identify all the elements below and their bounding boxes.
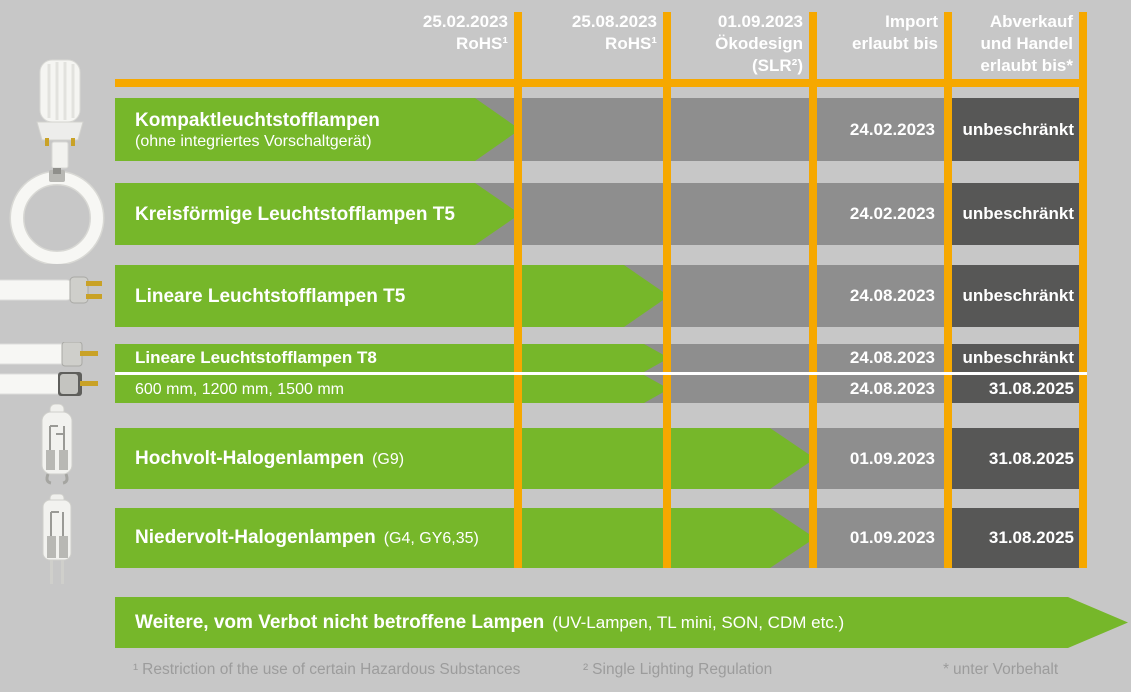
footnote-text: unter Vorbehalt: [953, 661, 1059, 678]
import-until-value: 01.09.2023: [849, 448, 935, 468]
column-header-rohs-feb: 25.02.2023 RoHS¹: [423, 11, 508, 55]
column-header-line: 25.08.2023: [571, 12, 657, 31]
timeline-bar-hochvolt-halogen: Hochvolt-Halogenlampen (G9): [115, 428, 815, 489]
gridline-25-02-2023: [514, 12, 522, 568]
compact-fluorescent-lamp-icon: [25, 58, 95, 170]
column-header-line: 25.02.2023: [422, 12, 508, 31]
row-subtitle: (ohne integriertes Vorschaltgerät): [135, 132, 372, 150]
column-header-line: RoHS¹: [605, 34, 657, 53]
column-header-line: Abverkauf: [989, 12, 1073, 31]
gridline-25-08-2023: [663, 12, 671, 568]
column-header-abverkauf: Abverkauf und Handel erlaubt bis*: [980, 11, 1073, 77]
timeline-bar-lineare-t8-sizes: 600 mm, 1200 mm, 1500 mm: [115, 375, 669, 403]
row-title: Hochvolt-Halogenlampen (G9): [135, 447, 815, 471]
footnote-text: Restriction of the use of certain Hazard…: [142, 661, 521, 678]
column-header-line: erlaubt bis*: [980, 56, 1073, 75]
column-header-line: 01.09.2023: [717, 12, 803, 31]
column-header-line: Import: [885, 12, 938, 31]
column-header-import: Import erlaubt bis: [852, 11, 938, 55]
row-title-text: Hochvolt-Halogenlampen: [135, 447, 365, 469]
gridline-sale-column: [1079, 12, 1087, 568]
row-title-suffix: (UV-Lampen, TL mini, SON, CDM etc.): [552, 613, 845, 632]
column-header-oekodesign: 01.09.2023 Ökodesign (SLR²): [715, 11, 803, 77]
column-header-line: (SLR²): [752, 56, 803, 75]
column-header-line: RoHS¹: [456, 34, 508, 53]
column-header-line: und Handel: [980, 34, 1073, 53]
linear-tube-t8-icon: [0, 341, 110, 404]
gridline-import-column: [944, 12, 952, 568]
sale-until-value: 31.08.2025: [948, 508, 1087, 568]
import-until-value: 24.02.2023: [849, 119, 935, 139]
linear-tube-t5-icon: [0, 272, 106, 308]
gridline-01-09-2023: [809, 12, 817, 568]
import-until-value: 01.09.2023: [849, 528, 935, 547]
row-title-text: Niedervolt-Halogenlampen: [135, 527, 376, 548]
timeline-bar-weitere-lampen: Weitere, vom Verbot nicht betroffene Lam…: [115, 597, 1128, 648]
footnote-text: Single Lighting Regulation: [592, 661, 773, 678]
footnote-vorbehalt: * unter Vorbehalt: [943, 661, 1058, 679]
sale-until-value: 31.08.2025: [948, 375, 1087, 403]
circular-fluorescent-lamp-icon: [5, 168, 109, 266]
sale-until-value: unbeschränkt: [948, 98, 1087, 161]
footnote-marker: ²: [583, 661, 589, 678]
sale-until-value: unbeschränkt: [948, 183, 1087, 245]
header-divider-line: [115, 79, 1087, 87]
g9-halogen-capsule-icon: [36, 403, 80, 492]
g4-halogen-capsule-icon: [38, 493, 78, 586]
timeline-bar-lineare-t5: Lineare Leuchtstofflampen T5: [115, 265, 669, 327]
import-until-value: 24.08.2023: [849, 286, 935, 305]
sale-until-value: unbeschränkt: [948, 265, 1087, 327]
footnote-rohs: ¹ Restriction of the use of certain Hazar…: [133, 661, 520, 679]
row-title: Lineare Leuchtstofflampen T8: [135, 348, 377, 367]
sale-until-value: unbeschränkt: [948, 344, 1087, 372]
row-title-suffix: (G4, GY6,35): [383, 530, 479, 547]
row-variant-label: 600 mm, 1200 mm, 1500 mm: [135, 380, 344, 398]
column-header-rohs-aug: 25.08.2023 RoHS¹: [572, 11, 657, 55]
column-header-line: erlaubt bis: [852, 34, 938, 53]
import-until-value: 24.08.2023: [849, 348, 935, 367]
timeline-bar-lineare-t8: Lineare Leuchtstofflampen T8: [115, 344, 669, 372]
row-title: Weitere, vom Verbot nicht betroffene Lam…: [135, 611, 1128, 634]
row-title: Lineare Leuchtstofflampen T5: [135, 285, 406, 307]
row-title: Kompaktleuchtstofflampen: [135, 109, 380, 131]
row-title-suffix: (G9): [372, 450, 405, 468]
row-title: Niedervolt-Halogenlampen (G4, GY6,35): [135, 526, 815, 550]
row-title: Kreisförmige Leuchtstofflampen T5: [135, 203, 455, 225]
column-header-line: Ökodesign: [715, 34, 803, 53]
timeline-bar-kompaktleuchtstofflampen: Kompaktleuchtstofflampen (ohne integrier…: [115, 98, 520, 161]
sale-until-value: 31.08.2025: [948, 428, 1087, 489]
footnote-marker: *: [943, 661, 950, 678]
footnote-marker: ¹: [133, 661, 139, 678]
timeline-bar-niedervolt-halogen: Niedervolt-Halogenlampen (G4, GY6,35): [115, 508, 815, 568]
row-title-text: Weitere, vom Verbot nicht betroffene Lam…: [135, 612, 545, 633]
import-until-value: 24.08.2023: [849, 379, 935, 398]
footnote-slr: ² Single Lighting Regulation: [583, 661, 772, 679]
t8-row-separator-line: [115, 372, 1087, 375]
timeline-bar-kreisfoermige-t5: Kreisförmige Leuchtstofflampen T5: [115, 183, 520, 245]
import-until-value: 24.02.2023: [849, 204, 935, 223]
